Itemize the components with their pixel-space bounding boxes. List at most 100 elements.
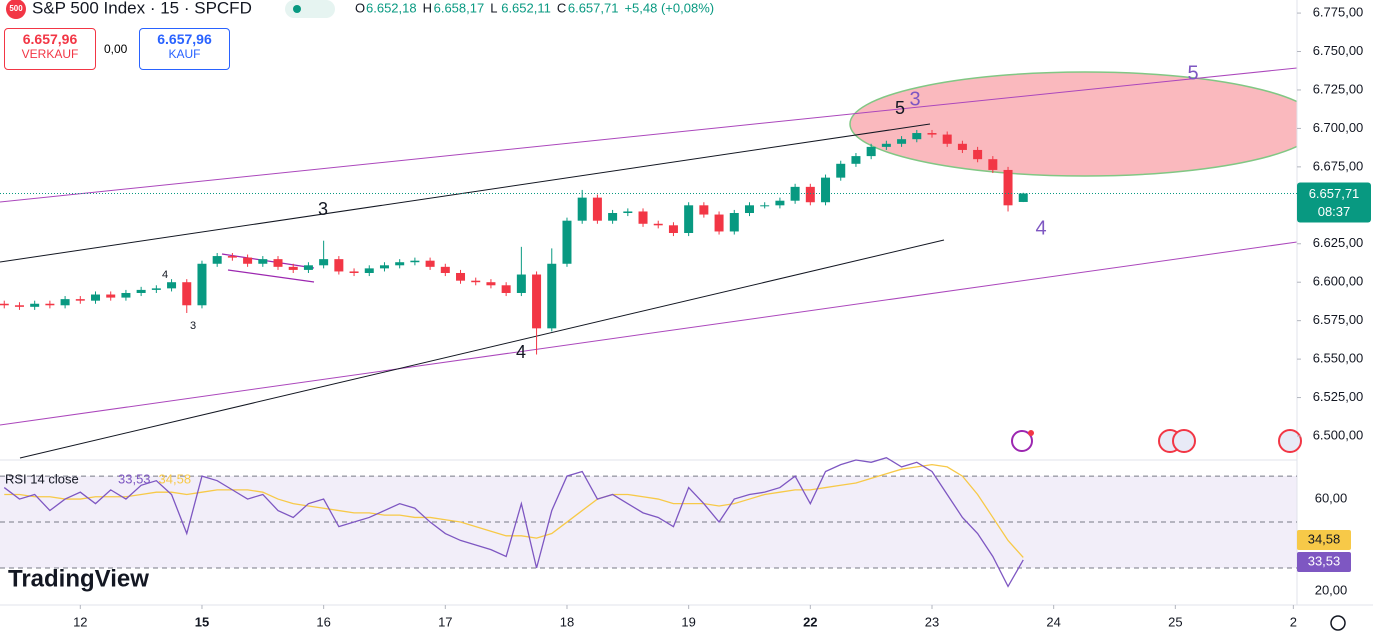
candle-body xyxy=(775,200,785,206)
y-tick-label: 6.675,00 xyxy=(1313,158,1364,173)
x-tick-label: 24 xyxy=(1046,614,1060,629)
candle-body xyxy=(562,220,572,264)
x-tick-label: 2 xyxy=(1290,614,1297,629)
candle-body xyxy=(744,205,754,214)
sell-label: VERKAUF xyxy=(21,47,79,61)
candle-body xyxy=(258,259,268,264)
candle-body xyxy=(288,266,298,270)
candle-body xyxy=(851,156,861,164)
candle-body xyxy=(836,163,846,178)
candle-body xyxy=(516,274,526,293)
candle-body xyxy=(395,262,405,266)
rsi-legend-value: 33,53 xyxy=(118,471,151,486)
y-tick-label: 6.575,00 xyxy=(1313,312,1364,327)
x-tick-label: 23 xyxy=(925,614,939,629)
x-tick-label: 25 xyxy=(1168,614,1182,629)
y-tick-label: 6.750,00 xyxy=(1313,43,1364,58)
flag-icon xyxy=(1278,429,1302,453)
candle-body xyxy=(988,159,998,170)
buy-button[interactable]: 6.657,96 KAUF xyxy=(139,28,230,70)
candle-body xyxy=(0,303,9,306)
event-dot xyxy=(1028,430,1034,436)
candle-body xyxy=(1018,193,1028,202)
rsi-legend-value: 34,58 xyxy=(159,471,192,486)
wave-label: 3 xyxy=(190,320,196,332)
ohlc-key: O xyxy=(355,0,365,15)
rsi-line xyxy=(4,463,1024,558)
candle-body xyxy=(197,263,207,306)
rsi-badge-label: 34,58 xyxy=(1308,531,1341,546)
settings-icon[interactable] xyxy=(1330,615,1346,631)
candle-body xyxy=(349,271,359,273)
candle-body xyxy=(14,305,24,307)
candle-body xyxy=(379,265,389,269)
rsi-badge xyxy=(1297,530,1351,550)
candle-body xyxy=(30,303,40,307)
rsi-title: RSI 14 close xyxy=(5,471,79,486)
candle-body xyxy=(592,197,602,221)
status-pill[interactable] xyxy=(285,0,335,18)
candle-body xyxy=(547,263,557,329)
sell-price: 6.657,96 xyxy=(22,31,78,47)
candle-body xyxy=(623,211,633,214)
candle-body xyxy=(729,213,739,232)
candle-body xyxy=(182,282,192,306)
candle-body xyxy=(714,214,724,232)
candle-body xyxy=(577,197,587,221)
event-icons xyxy=(1011,429,1302,453)
candle-body xyxy=(243,257,253,264)
status-dot xyxy=(293,5,301,13)
candle-body xyxy=(121,292,131,298)
candle-body xyxy=(866,146,876,157)
candle-body xyxy=(227,256,237,258)
price-badge xyxy=(1297,182,1371,223)
candle-body xyxy=(973,149,983,160)
candle-body xyxy=(136,289,146,293)
candle-body xyxy=(91,294,101,301)
candle-body xyxy=(486,282,496,286)
event-icon xyxy=(1011,430,1033,452)
candle-body xyxy=(425,260,435,267)
candle-body xyxy=(60,299,70,306)
price-badge-label: 6.657,71 xyxy=(1309,186,1360,201)
buy-label: KAUF xyxy=(168,47,201,61)
countdown: 08:37 xyxy=(1318,204,1351,219)
ohlc-key: C xyxy=(557,0,566,15)
candle-body xyxy=(638,211,648,224)
candle-body xyxy=(957,143,967,150)
y-tick-label: 6.775,00 xyxy=(1313,5,1364,20)
candle-body xyxy=(364,268,374,273)
x-tick-label: 15 xyxy=(195,614,209,629)
rsi-badge-label: 33,53 xyxy=(1308,553,1341,568)
candle-body xyxy=(912,133,922,140)
y-tick-label: 6.525,00 xyxy=(1313,389,1364,404)
ohlc-value: 6.657,71 xyxy=(568,0,619,15)
candle-body xyxy=(334,259,344,272)
rsi-badge xyxy=(1297,552,1351,572)
wave-label: 5 xyxy=(895,98,905,118)
flag-icon xyxy=(1172,429,1196,453)
wave-label: 4 xyxy=(162,269,168,281)
candle-body xyxy=(45,303,55,306)
candle-body xyxy=(668,225,678,233)
candle-body xyxy=(319,259,329,266)
candle-body xyxy=(501,285,511,293)
candle-body xyxy=(471,280,481,283)
candle-body xyxy=(942,134,952,144)
symbol-title: S&P 500 Index · 15 · SPCFD xyxy=(32,0,252,17)
y-tick-label: 6.700,00 xyxy=(1313,120,1364,135)
trend-line xyxy=(19,239,945,459)
trend-line xyxy=(0,241,1297,426)
symbol-logo xyxy=(6,0,26,19)
x-tick-label: 12 xyxy=(73,614,87,629)
sell-button[interactable]: 6.657,96 VERKAUF xyxy=(4,28,96,70)
y-tick-label: 20,00 xyxy=(1315,582,1348,597)
change: +5,48 (+0,08%) xyxy=(624,0,714,15)
candle-body xyxy=(456,272,466,281)
candle-body xyxy=(897,139,907,144)
candle-body xyxy=(167,282,177,289)
y-tick-label: 6.725,00 xyxy=(1313,81,1364,96)
candle-body xyxy=(1003,169,1013,206)
